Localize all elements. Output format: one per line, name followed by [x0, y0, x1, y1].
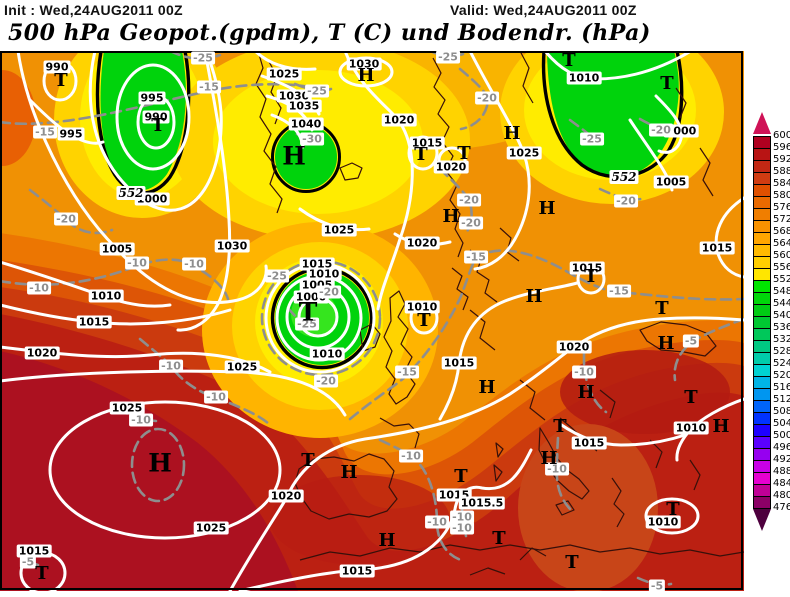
colorbar-label: 500	[773, 430, 790, 441]
colorbar-cell	[754, 185, 770, 197]
colorbar-label: 572	[773, 214, 790, 225]
colorbar-label: 536	[773, 322, 790, 333]
colorbar-label: 496	[773, 442, 790, 453]
valid-timestamp: Valid: Wed,24AUG2011 00Z	[450, 2, 637, 18]
map-canvas: 990 995 990 995 1000 1005 1030 1025 1030 1030 1035…	[0, 50, 744, 593]
colorbar-cell	[754, 377, 770, 389]
map-title: 500 hPa Geopot.(gpdm), T (C) und Bodendr…	[8, 20, 651, 46]
colorbar-cell	[754, 233, 770, 245]
colorbar-cell	[754, 245, 770, 257]
colorbar-cell	[754, 353, 770, 365]
colorbar-cell	[754, 437, 770, 449]
colorbar-cell	[754, 209, 770, 221]
colorbar-label: 484	[773, 478, 790, 489]
colorbar-cell	[754, 161, 770, 173]
colorbar-cells	[753, 136, 771, 509]
colorbar-label: 504	[773, 418, 790, 429]
colorbar-cell	[754, 269, 770, 281]
colorbar-cell	[754, 173, 770, 185]
colorbar-label: 516	[773, 382, 790, 393]
colorbar-cell	[754, 461, 770, 473]
colorbar-label: 548	[773, 286, 790, 297]
colorbar-label: 568	[773, 226, 790, 237]
colorbar-label: 580	[773, 190, 790, 201]
colorbar-label: 596	[773, 142, 790, 153]
colorbar-cell	[754, 401, 770, 413]
colorbar-label: 544	[773, 298, 790, 309]
colorbar-arrow-bottom-icon	[753, 509, 771, 531]
colorbar-label: 540	[773, 310, 790, 321]
colorbar-arrow-top-icon	[753, 112, 771, 134]
colorbar-label: 508	[773, 406, 790, 417]
colorbar-label: 556	[773, 262, 790, 273]
colorbar-label: 588	[773, 166, 790, 177]
colorbar-cell	[754, 149, 770, 161]
colorbar-label: 520	[773, 370, 790, 381]
map-field-svg	[0, 51, 744, 591]
colorbar-cell	[754, 221, 770, 233]
colorbar-label: 552	[773, 274, 790, 285]
colorbar-cell	[754, 425, 770, 437]
colorbar-cell	[754, 281, 770, 293]
map-border	[0, 51, 743, 590]
colorbar-label: 592	[773, 154, 790, 165]
colorbar-cell	[754, 389, 770, 401]
colorbar-label: 488	[773, 466, 790, 477]
colorbar-cell	[754, 485, 770, 497]
colorbar-cell	[754, 473, 770, 485]
colorbar-cell	[754, 197, 770, 209]
colorbar-label: 492	[773, 454, 790, 465]
colorbar-cell	[754, 413, 770, 425]
colorbar-cell	[754, 293, 770, 305]
colorbar-cell	[754, 449, 770, 461]
colorbar-label: 560	[773, 250, 790, 261]
colorbar-cell	[754, 137, 770, 149]
colorbar-cell	[754, 317, 770, 329]
colorbar-cell	[754, 305, 770, 317]
colorbar-label: 532	[773, 334, 790, 345]
colorbar-label: 512	[773, 394, 790, 405]
coastlines	[255, 51, 744, 576]
colorbar-label: 476	[773, 502, 790, 513]
colorbar-label: 576	[773, 202, 790, 213]
colorbar-label: 528	[773, 346, 790, 357]
colorbar-label: 480	[773, 490, 790, 501]
colorbar-label: 524	[773, 358, 790, 369]
init-timestamp: Init : Wed,24AUG2011 00Z	[4, 2, 183, 18]
colorbar-labels: 600 596 592 588 584 580 576 572 568 564 560 556 552 5…	[750, 112, 790, 542]
colorbar-cell	[754, 365, 770, 377]
colorbar-cell	[754, 257, 770, 269]
isobars	[0, 51, 744, 591]
colorbar-label: 600	[773, 130, 790, 141]
colorbar-label: 564	[773, 238, 790, 249]
colorbar: 600 596 592 588 584 580 576 572 568 564 560 556 552 5…	[750, 112, 790, 542]
colorbar-label: 584	[773, 178, 790, 189]
colorbar-cell	[754, 497, 770, 508]
colorbar-cell	[754, 329, 770, 341]
colorbar-cell	[754, 341, 770, 353]
